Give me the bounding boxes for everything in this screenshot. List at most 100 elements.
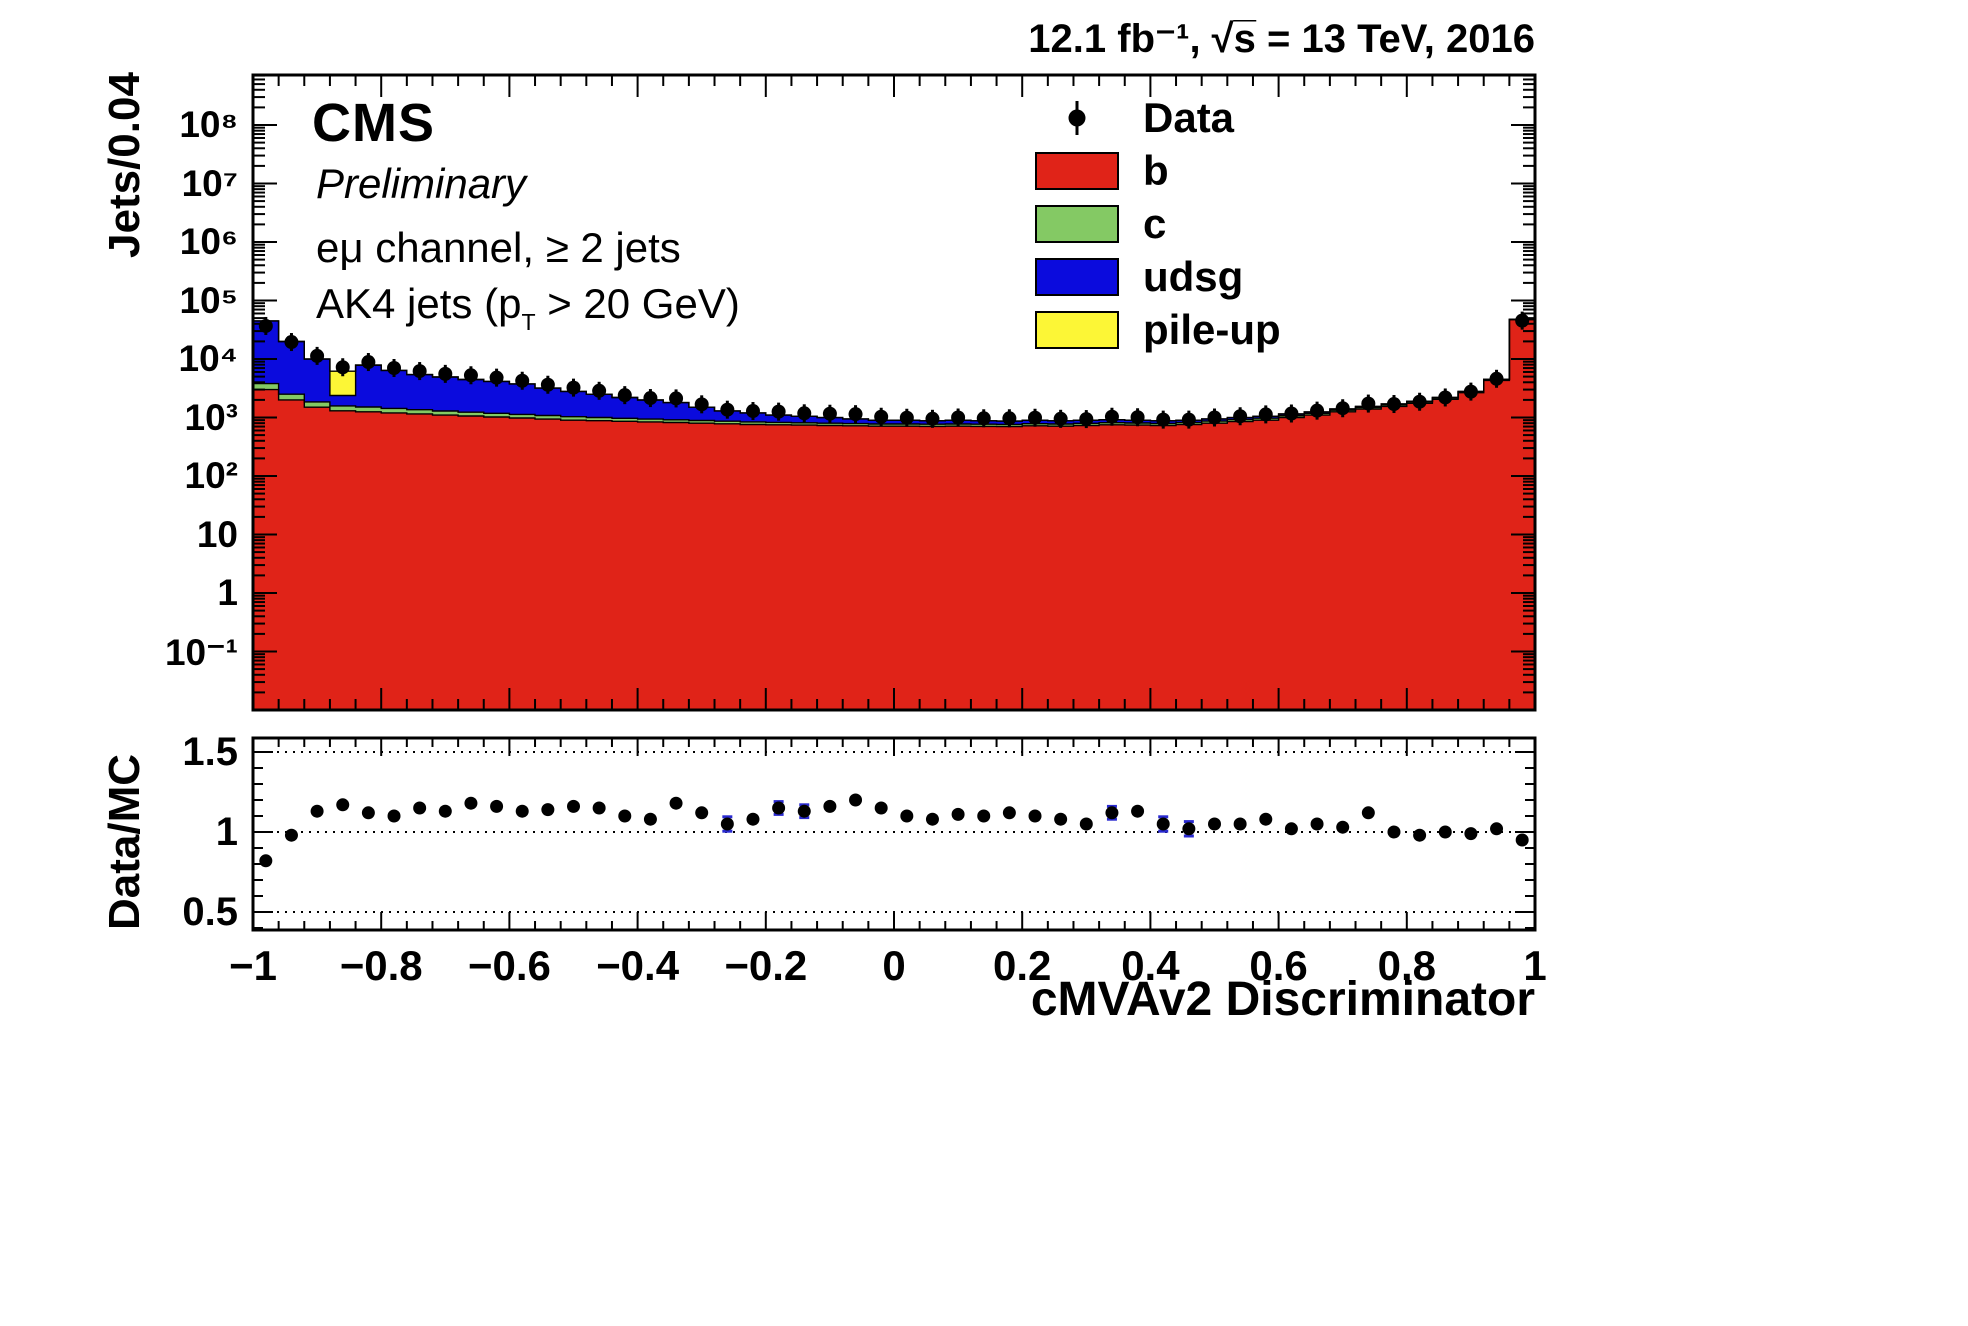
ratio-y-tick-label: 1 (215, 810, 238, 854)
data-marker-icon (1035, 99, 1119, 137)
ratio-point (977, 809, 991, 823)
ratio-point (1156, 817, 1170, 831)
legend-swatch-pile-up (1035, 311, 1119, 349)
data-point (617, 388, 632, 403)
ratio-point (1310, 817, 1324, 831)
ratio-point (900, 809, 914, 823)
x-tick-label: 0.2 (992, 942, 1052, 989)
data-point (1156, 412, 1171, 427)
data-point (1258, 407, 1273, 422)
ratio-point (1105, 806, 1119, 820)
ratio-point (515, 804, 529, 818)
ratio-point (1233, 817, 1247, 831)
data-point (1130, 410, 1145, 425)
data-point (1489, 371, 1504, 386)
ratio-point (951, 807, 965, 821)
ratio-point (310, 804, 324, 818)
data-point (540, 377, 555, 392)
legend-label: Data (1143, 94, 1235, 141)
selection-text-pre: AK4 jets (p (316, 280, 522, 327)
data-point (925, 411, 940, 426)
data-point (1361, 396, 1376, 411)
data-point (669, 391, 684, 406)
x-tick-label: 0.6 (1249, 942, 1308, 989)
data-point (745, 404, 760, 419)
data-point (951, 410, 966, 425)
ratio-point (567, 799, 580, 813)
data-point (412, 364, 427, 379)
data-point (1079, 412, 1094, 427)
legend-entry-b: b (1035, 147, 1281, 194)
legend-label: c (1143, 200, 1167, 247)
legend-swatch-udsg (1035, 258, 1119, 296)
data-point (899, 410, 914, 425)
ratio-point (849, 793, 863, 807)
data-point (1335, 401, 1350, 416)
ratio-point (336, 798, 350, 812)
ratio-point (1079, 817, 1093, 831)
preliminary-label: Preliminary (316, 160, 527, 207)
data-point (258, 318, 273, 333)
data-point (592, 383, 607, 398)
selection-label: AK4 jets (pT > 20 GeV) (316, 280, 740, 335)
data-point (1438, 390, 1453, 405)
ratio-point (1336, 820, 1350, 834)
ratio-point (1515, 833, 1529, 847)
data-point (1386, 397, 1401, 412)
legend: Data b c udsg pile-up (1035, 94, 1281, 353)
data-point (566, 380, 581, 395)
data-point (284, 335, 299, 350)
data-point (1233, 409, 1248, 424)
x-tick-label: −0.6 (467, 942, 551, 989)
data-point (1515, 313, 1530, 328)
data-point (848, 407, 863, 422)
data-point (822, 406, 837, 421)
ratio-point (1438, 825, 1452, 839)
ratio-point (618, 809, 632, 823)
legend-label: udsg (1143, 253, 1244, 300)
selection-text-post: > 20 GeV) (535, 280, 740, 327)
main-y-tick-label: 10⁵ (179, 279, 238, 321)
ratio-point (1182, 822, 1196, 836)
data-point (1104, 409, 1119, 424)
main-y-tick-label: 10² (184, 455, 238, 496)
data-point (310, 348, 325, 363)
main-y-tick-label: 10⁶ (179, 221, 238, 262)
data-point (1463, 384, 1478, 399)
legend-swatch-c (1035, 205, 1119, 243)
legend-entry-pile-up: pile-up (1035, 306, 1281, 353)
ratio-y-tick-label: 1.5 (182, 730, 238, 774)
ratio-point (1284, 822, 1298, 836)
ratio-point (438, 804, 452, 818)
data-point (720, 402, 735, 417)
data-point (361, 355, 376, 370)
main-y-tick-label: 1 (217, 572, 238, 613)
legend-entry-Data: Data (1035, 94, 1281, 141)
data-point (1002, 411, 1017, 426)
data-point (797, 406, 812, 421)
ratio-frame (251, 736, 1537, 932)
main-y-tick-label: 10⁸ (179, 104, 238, 145)
data-point (1028, 410, 1043, 425)
data-point (874, 409, 889, 424)
ratio-y-tick-label: 0.5 (182, 890, 238, 934)
data-point (387, 360, 402, 375)
data-point (694, 397, 709, 412)
data-point (1412, 394, 1427, 409)
x-tick-label: −0.2 (724, 942, 808, 989)
data-point (438, 366, 453, 381)
channel-label: eμ channel, ≥ 2 jets (316, 224, 681, 271)
main-y-tick-label: 10³ (184, 396, 238, 438)
ratio-point (720, 817, 734, 831)
ratio-point (1387, 825, 1401, 839)
experiment-label: CMS (312, 93, 435, 153)
x-tick-label: 0.8 (1377, 942, 1436, 989)
data-point (1310, 403, 1325, 418)
ratio-point (1413, 828, 1427, 842)
legend-label: b (1143, 147, 1169, 194)
ratio-point (259, 854, 273, 868)
ratio-point (361, 806, 375, 820)
legend-label: pile-up (1143, 306, 1281, 353)
ratio-point (1464, 827, 1478, 841)
